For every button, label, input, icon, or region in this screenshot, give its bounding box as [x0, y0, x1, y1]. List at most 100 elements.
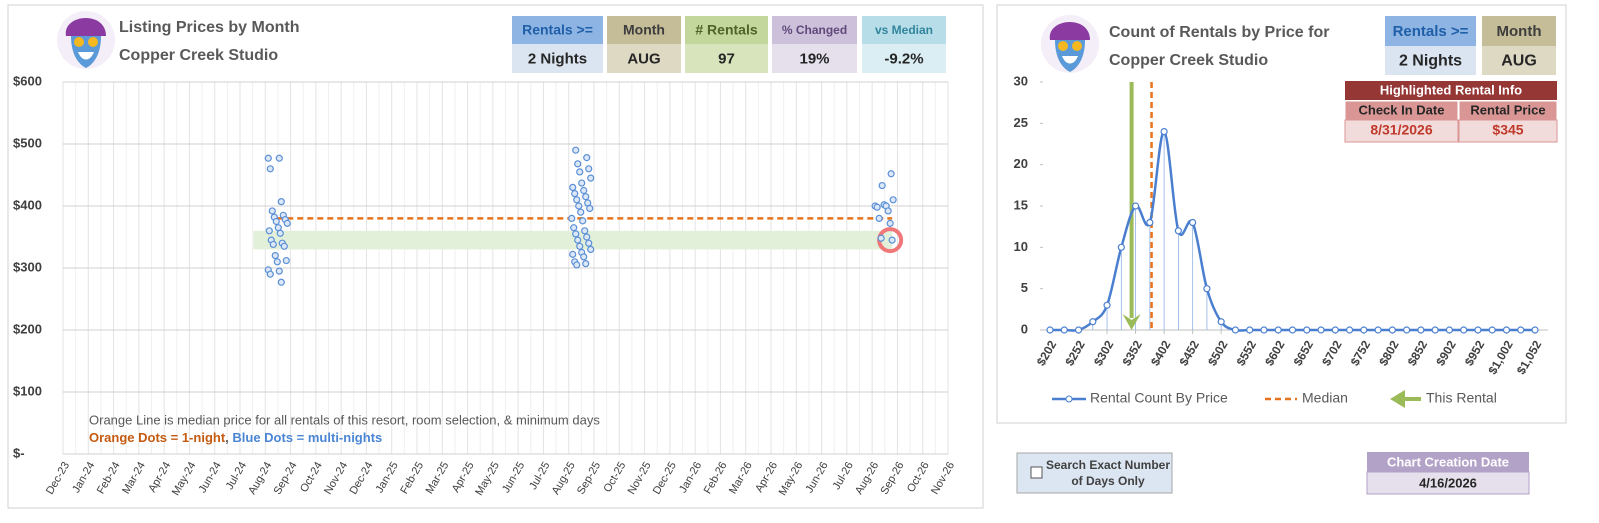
data-point: [587, 245, 595, 253]
avatar-icon: [57, 11, 115, 69]
data-point: [1460, 326, 1468, 334]
chart-subtitle: Copper Creek Studio: [119, 47, 278, 64]
info-label-bg: [1385, 16, 1476, 46]
legend-marker: [1065, 395, 1073, 403]
data-point: [1217, 318, 1225, 326]
table-header: Rental Price: [1470, 102, 1545, 117]
legend-label: Median: [1302, 390, 1348, 406]
data-point: [1189, 218, 1197, 227]
data-point: [266, 165, 274, 173]
data-point: [583, 154, 591, 162]
annotation: Orange Line is median price for all rent…: [89, 412, 600, 427]
data-point: [1317, 326, 1325, 334]
table-cell-bg: [1344, 119, 1459, 143]
data-point: [569, 183, 577, 191]
info-label-bg: [1482, 16, 1556, 46]
info-label-bg: [607, 16, 681, 44]
search-option-label-line: Search Exact Number: [1046, 458, 1170, 472]
data-point: [1260, 326, 1268, 334]
data-point: [587, 174, 595, 182]
data-point: [582, 260, 590, 268]
data-point: [1046, 326, 1054, 334]
data-point: [878, 181, 886, 190]
info-value: 2 Nights: [528, 50, 587, 67]
data-point: [272, 217, 280, 226]
chart-subtitle: Copper Creek Studio: [1109, 52, 1268, 69]
data-point: [573, 196, 581, 204]
legend-label: This Rental: [1426, 390, 1497, 406]
checkbox[interactable]: [1030, 466, 1043, 479]
info-value: 2 Nights: [1399, 53, 1462, 70]
data-point: [585, 165, 593, 173]
info-value-bg: [1385, 46, 1476, 75]
info-value-bg: [607, 44, 681, 73]
info-label: Rentals >=: [522, 22, 593, 38]
avatar-lens: [1058, 41, 1068, 51]
data-point: [1146, 218, 1154, 227]
info-value: 19%: [799, 50, 829, 67]
info-label: Rentals >=: [1393, 23, 1469, 40]
data-point: [280, 242, 288, 250]
data-point: [1360, 326, 1368, 334]
avatar-beard: [1062, 56, 1078, 64]
info-label: Month: [623, 22, 665, 38]
y-tick-label: 15: [1014, 197, 1028, 212]
avatar-turban: [1049, 21, 1090, 40]
info-label-bg: [862, 16, 946, 44]
avatar-lens: [1072, 41, 1082, 51]
y-tick-label: $600: [13, 73, 42, 88]
data-point: [873, 203, 881, 211]
search-option-label-line: of Days Only: [1071, 474, 1145, 488]
annotation-part: ,: [225, 430, 232, 445]
avatar-lens: [88, 37, 98, 47]
data-point: [577, 208, 585, 216]
data-point: [576, 168, 584, 176]
creation-date-value-bg: [1366, 471, 1530, 495]
search-option-label[interactable]: Search Exact Number of Days Only: [1046, 458, 1170, 488]
annotation-part: Orange Dots = 1-night: [89, 430, 226, 445]
data-point: [572, 230, 580, 238]
y-tick-label: $500: [13, 135, 42, 150]
y-tick-label: $400: [13, 197, 42, 212]
data-point: [580, 186, 588, 195]
table-title: Highlighted Rental Info: [1380, 82, 1522, 97]
data-point: [1517, 326, 1525, 334]
this-rental-arrowhead: [1122, 314, 1141, 330]
legend-arrowhead: [1390, 390, 1405, 408]
data-point: [889, 196, 897, 204]
y-tick-label: 10: [1014, 239, 1028, 254]
data-point: [1203, 285, 1211, 293]
data-point: [1274, 326, 1282, 334]
info-label-bg: [772, 16, 857, 44]
table-header: Check In Date: [1359, 102, 1445, 117]
data-point: [887, 170, 895, 178]
info-label-bg: [512, 16, 603, 44]
creation-date-value: 4/16/2026: [1419, 475, 1477, 490]
data-point: [1331, 326, 1339, 334]
data-point: [269, 240, 277, 249]
data-point: [265, 227, 273, 235]
table-cell: $345: [1492, 122, 1523, 138]
info-label-bg: [685, 16, 768, 44]
data-point: [268, 207, 276, 215]
data-point: [1288, 326, 1297, 334]
creation-date-label: Chart Creation Date: [1387, 454, 1509, 469]
annotation-legend: Orange Dots = 1-night, Blue Dots = multi…: [89, 430, 382, 445]
data-point: [573, 261, 581, 269]
data-point: [1474, 326, 1482, 334]
data-point: [575, 202, 583, 210]
data-point: [1089, 318, 1097, 326]
info-value-bg: [862, 44, 946, 73]
data-point: [875, 214, 883, 222]
creation-date-label-bg: [1367, 452, 1529, 472]
y-tick-label: 0: [1021, 321, 1028, 336]
info-label: # Rentals: [695, 22, 757, 38]
data-point: [580, 253, 588, 261]
data-point: [570, 224, 578, 232]
data-point: [1174, 227, 1182, 235]
data-point: [1417, 326, 1425, 334]
avatar-beard: [78, 52, 94, 60]
data-point: [276, 229, 284, 237]
data-point: [1303, 326, 1311, 334]
data-point: [1388, 326, 1396, 334]
